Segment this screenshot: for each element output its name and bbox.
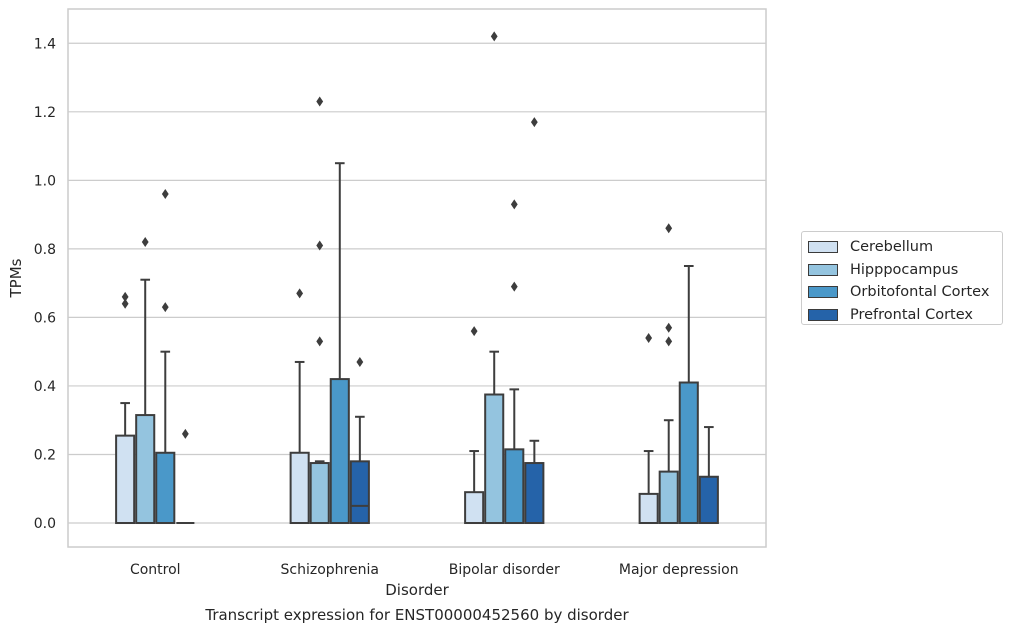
y-tick-label: 0.0 xyxy=(34,516,56,532)
box-body xyxy=(658,470,679,525)
plot-frame xyxy=(67,8,767,548)
box-prefrontal-cortex-bipolar-disorder xyxy=(524,117,545,525)
box-body xyxy=(678,381,699,525)
box-cerebellum-control xyxy=(115,291,136,525)
box-body xyxy=(484,393,505,525)
chart-title: Transcript expression for ENST0000045256… xyxy=(205,606,629,624)
legend-item-prefrontal-cortex: Prefrontal Cortex xyxy=(808,304,1002,327)
box-body xyxy=(289,451,310,525)
y-tick-labels: 0.0 0.2 0.4 0.6 0.8 1.0 1.2 1.4 xyxy=(34,36,56,532)
x-tick-label: Schizophrenia xyxy=(281,562,379,578)
outlier-point xyxy=(181,428,189,439)
legend-item-orbitofrontal-cortex: Orbitofontal Cortex xyxy=(808,281,1002,304)
legend-label: Prefrontal Cortex xyxy=(850,306,973,323)
box-body xyxy=(329,378,350,525)
box-hipppocampus-major-depression xyxy=(658,223,679,525)
box-prefrontal-cortex-major-depression xyxy=(698,426,719,525)
y-tick-label: 0.4 xyxy=(34,379,56,395)
outlier-point xyxy=(645,332,653,343)
outlier-point xyxy=(296,288,304,299)
x-tick-labels: Control Schizophrenia Bipolar disorder Majo… xyxy=(130,562,739,578)
outlier-point xyxy=(490,31,498,42)
grid-lines xyxy=(68,42,766,524)
outlier-point xyxy=(316,336,324,347)
outlier-point xyxy=(665,322,673,333)
outlier-point xyxy=(161,302,169,313)
y-tick-label: 1.0 xyxy=(34,173,56,189)
box-body xyxy=(464,491,485,525)
box-body xyxy=(504,448,525,525)
legend-swatch xyxy=(808,286,838,299)
legend: Cerebellum Hipppocampus Orbitofontal Cor… xyxy=(801,231,1003,325)
outlier-point xyxy=(141,237,149,248)
outlier-point xyxy=(665,336,673,347)
box-body xyxy=(115,434,136,525)
outlier-point xyxy=(665,223,673,234)
legend-item-hippocampus: Hipppocampus xyxy=(808,259,1002,282)
y-tick-label: 1.4 xyxy=(34,36,56,52)
x-tick-label: Major depression xyxy=(619,562,739,578)
legend-swatch xyxy=(808,241,838,254)
box-orbitofontal-cortex-control xyxy=(155,189,176,525)
x-tick-label: Control xyxy=(130,562,181,578)
y-tick-label: 0.8 xyxy=(34,242,56,258)
outlier-point xyxy=(510,281,518,292)
legend-swatch xyxy=(808,263,838,276)
y-tick-label: 0.2 xyxy=(34,447,56,463)
box-hipppocampus-schizophrenia xyxy=(309,96,330,525)
box-hipppocampus-control xyxy=(135,237,156,525)
box-cerebellum-schizophrenia xyxy=(289,288,310,525)
outlier-point xyxy=(530,117,538,128)
outlier-point xyxy=(121,291,129,302)
box-body xyxy=(638,492,659,525)
legend-label: Orbitofontal Cortex xyxy=(850,284,990,301)
outlier-point xyxy=(316,240,324,251)
box-prefrontal-cortex-schizophrenia xyxy=(349,356,370,525)
y-tick-label: 1.2 xyxy=(34,105,56,121)
box-layer xyxy=(115,31,719,525)
y-tick-label: 0.6 xyxy=(34,310,56,326)
y-axis-label: TPMs xyxy=(7,258,25,298)
box-body xyxy=(698,475,719,525)
box-orbitofontal-cortex-major-depression xyxy=(678,265,699,525)
x-axis-label: Disorder xyxy=(385,581,449,599)
outlier-point xyxy=(356,356,364,367)
box-prefrontal-cortex-control xyxy=(176,428,195,525)
legend-item-cerebellum: Cerebellum xyxy=(808,236,1002,259)
legend-swatch xyxy=(808,308,838,321)
box-body xyxy=(155,451,176,525)
box-orbitofontal-cortex-bipolar-disorder xyxy=(504,199,525,525)
box-body xyxy=(524,462,545,525)
box-body xyxy=(135,414,156,525)
outlier-point xyxy=(161,189,169,200)
box-body xyxy=(309,462,330,525)
box-orbitofontal-cortex-schizophrenia xyxy=(329,162,350,525)
legend-label: Hipppocampus xyxy=(850,261,959,278)
outlier-point xyxy=(316,96,324,107)
outlier-point xyxy=(121,298,129,309)
box-body xyxy=(349,460,370,525)
outlier-point xyxy=(470,326,478,337)
box-hipppocampus-bipolar-disorder xyxy=(484,31,505,525)
legend-label: Cerebellum xyxy=(850,239,934,256)
box-cerebellum-bipolar-disorder xyxy=(464,326,485,525)
box-cerebellum-major-depression xyxy=(638,332,659,525)
x-tick-label: Bipolar disorder xyxy=(449,562,560,578)
outlier-point xyxy=(510,199,518,210)
